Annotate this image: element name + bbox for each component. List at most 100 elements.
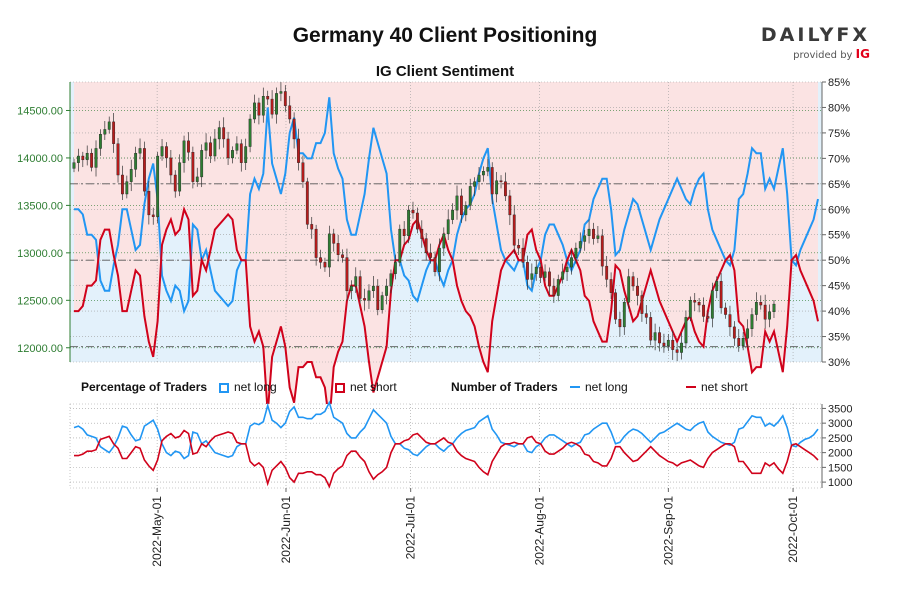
candle-body [627,276,631,303]
candle-body [107,121,111,130]
candle-body [526,262,529,280]
candle-body [548,271,551,287]
candle-body [178,162,182,192]
candle-body [301,162,305,182]
left-axis-tick-label: 12500.00 [17,295,63,307]
candle-body [129,169,133,182]
candle-body [539,266,543,278]
candle-body [583,235,587,242]
right-axis-tick-label: 50% [828,255,850,267]
candle-body [169,157,173,176]
candle-body [437,247,441,273]
candle-body [750,314,754,329]
candle-body [319,257,322,263]
candle-body [495,180,499,195]
candle-body [512,214,516,246]
logo-provided-text: provided by [793,50,853,61]
right-axis-tick-label: 85% [828,77,850,89]
candle-body [433,257,437,273]
lower-axis-tick-label: 3500 [828,403,852,415]
dailyfx-logo: DAILYFX provided by IG [760,24,870,61]
candle-body [772,303,776,312]
legend-num-short: net short [686,380,748,394]
candle-body [499,180,503,182]
legend-pct-short: net short [335,380,397,394]
candle-body [684,317,688,344]
candle-body [367,290,371,301]
candle-body [530,273,534,280]
candle-body [446,219,450,235]
candle-body [688,300,692,318]
candle-body [402,228,406,236]
candle-body [592,228,595,239]
candle-body [116,143,120,176]
candle-body [658,332,661,344]
candle-body [261,96,265,116]
lower-axis-tick-label: 1500 [828,462,852,474]
lower-axis-tick-label: 2500 [828,433,852,445]
legend-num-title: Number of Traders [451,380,558,394]
candle-body [746,328,749,339]
candle-body [195,176,199,182]
candle-body [666,339,670,347]
lower-axis-tick-label: 2000 [828,448,852,460]
candle-body [253,102,256,120]
net-short-pct-line [74,206,819,424]
legend-pct-long-swatch [219,383,229,393]
right-axis-tick-label: 40% [828,306,850,318]
candle-body [270,98,274,115]
candle-body [508,195,512,216]
right-axis-tick-label: 35% [828,332,850,344]
candle-body [217,127,221,140]
net-long-count-line [73,400,819,460]
legend-num-long-label: net long [585,380,628,394]
candle-body [671,339,675,350]
x-axis-tick-label: 2022-Oct-01 [786,496,800,563]
legend-pct-title: Percentage of Traders [81,380,208,394]
x-axis-tick-label: 2022-Jun-01 [279,496,293,564]
candle-body [719,281,723,309]
candle-body [600,235,604,267]
candle-body [468,186,472,206]
candle-body [310,224,314,230]
right-axis-tick-label: 80% [828,102,850,114]
candle-body [521,247,525,263]
candle-body [376,285,380,310]
candle-body [636,285,639,296]
candle-body [323,262,327,268]
candle-body [534,266,538,274]
candle-body [138,148,142,154]
candle-body [706,316,710,319]
right-axis-tick-label: 70% [828,153,850,165]
candle-body [182,140,186,163]
candle-body [191,152,195,182]
candle-body [415,212,419,230]
ig-logo-text: IG [855,47,870,61]
candle-body [134,152,138,170]
candle-body [358,276,362,299]
candle-body [283,91,287,106]
x-axis-tick-label: 2022-Aug-01 [533,496,547,566]
candle-body [473,181,477,187]
candle-body [517,245,521,249]
candle-body [125,181,129,195]
candle-body [732,326,736,339]
candle-body [332,233,336,244]
net-short-area [74,82,818,424]
candle-body [618,319,622,328]
candle-body [187,140,190,153]
lower-axis-tick-label: 1000 [828,477,852,489]
candle-body [288,105,292,120]
candle-body [622,302,626,328]
candle-body [292,118,296,140]
candle-body [543,271,547,278]
lower-panel-frame [69,403,823,489]
candle-body [160,146,164,157]
candle-body [680,342,683,353]
legend-pct-long: net long [219,380,277,394]
candle-body [165,146,168,159]
candle-body [363,298,366,301]
candle-body [490,167,494,195]
candle-body [653,332,657,341]
candle-body [103,129,107,135]
